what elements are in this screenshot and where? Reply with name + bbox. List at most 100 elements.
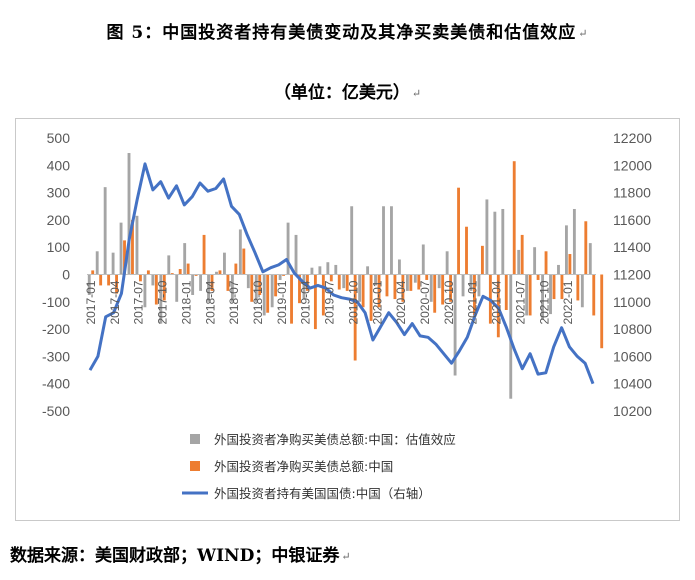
left-axis-tick: -100: [42, 294, 70, 310]
valuation-effect-bar: [238, 229, 242, 275]
valuation-effect-bar: [230, 274, 234, 302]
valuation-effect-bar: [127, 153, 131, 275]
valuation-effect-bar: [95, 251, 99, 275]
net-purchase-bar: [99, 274, 103, 286]
valuation-effect-bar: [334, 264, 338, 275]
valuation-effect-bar: [477, 274, 481, 297]
net-purchase-bar: [480, 245, 484, 275]
x-axis-tick: 2017-10: [156, 280, 170, 324]
valuation-effect-bar: [135, 215, 139, 275]
net-purchase-bar: [441, 274, 445, 305]
legend-swatch-net-purchase: [190, 461, 200, 471]
x-axis-tick: 2017-04: [108, 280, 122, 324]
x-axis-tick: 2021-04: [490, 280, 504, 324]
valuation-effect-bar: [397, 259, 401, 275]
valuation-effect-bar: [421, 244, 425, 275]
valuation-effect-bar: [254, 274, 258, 302]
valuation-effect-bar: [525, 274, 529, 316]
valuation-effect-bar: [326, 262, 330, 275]
right-axis-tick: 11800: [613, 185, 651, 201]
net-purchase-bar: [170, 273, 174, 275]
net-purchase-bar: [329, 274, 333, 282]
right-axis-tick: 10200: [613, 403, 652, 419]
right-axis-tick: 11200: [613, 267, 651, 283]
right-axis-tick: 10400: [613, 376, 652, 392]
net-purchase-bar: [146, 270, 150, 275]
net-purchase-bar: [274, 274, 278, 297]
net-purchase-bar: [568, 254, 572, 275]
valuation-effect-bar: [270, 274, 274, 308]
left-axis-tick: -200: [42, 321, 70, 337]
valuation-effect-bar: [437, 274, 441, 289]
x-axis-tick: 2020-04: [394, 280, 408, 324]
net-purchase-bar: [162, 274, 166, 301]
valuation-effect-bar: [565, 225, 568, 275]
net-purchase-bar: [425, 274, 429, 280]
valuation-effect-bar: [493, 211, 497, 275]
net-purchase-bar: [186, 263, 190, 275]
valuation-effect-bar: [358, 274, 362, 302]
valuation-effect-bar: [453, 274, 457, 376]
net-purchase-bar: [433, 274, 437, 313]
net-purchase-bar: [473, 274, 476, 316]
valuation-effect-bar: [223, 252, 226, 275]
right-axis-tick: 12200: [613, 130, 652, 146]
net-purchase-bar: [345, 274, 349, 291]
valuation-effect-bar: [517, 249, 521, 275]
valuation-effect-bar: [143, 274, 147, 308]
legend-swatch-valuation: [190, 434, 200, 444]
valuation-effect-bar: [445, 251, 449, 275]
net-purchase-bar: [91, 270, 95, 275]
net-purchase-bar: [361, 274, 365, 308]
net-purchase-bar: [393, 274, 397, 300]
net-purchase-bar: [258, 274, 262, 295]
net-purchase-bar: [138, 274, 142, 282]
valuation-effect-bar: [461, 274, 465, 297]
net-purchase-bar: [123, 240, 126, 275]
valuation-effect-bar: [342, 274, 346, 289]
valuation-effect-bar: [191, 274, 195, 295]
valuation-effect-bar: [151, 274, 155, 286]
net-purchase-bar: [218, 270, 222, 275]
left-axis-tick: 500: [47, 130, 71, 146]
valuation-effect-bar: [310, 267, 314, 275]
valuation-effect-bar: [318, 266, 322, 275]
valuation-effect-bar: [103, 187, 107, 275]
valuation-effect-bar: [302, 274, 306, 300]
net-purchase-bar: [353, 274, 357, 361]
net-purchase-bar: [377, 274, 381, 308]
net-purchase-bar: [465, 226, 468, 275]
net-purchase-bar: [107, 274, 111, 286]
valuation-effect-bar: [549, 274, 552, 315]
valuation-effect-bar: [262, 274, 266, 316]
net-purchase-bar: [512, 161, 516, 275]
left-axis-tick: 400: [47, 157, 71, 173]
net-purchase-bar: [202, 234, 206, 275]
right-axis-tick: 10600: [613, 348, 652, 364]
valuation-effect-bar: [215, 271, 218, 275]
valuation-effect-bar: [405, 274, 409, 291]
net-purchase-bar: [234, 263, 238, 275]
x-axis-tick: 2021-10: [537, 280, 551, 324]
source-note: 数据来源：美国财政部；WIND；中银证券 ↵: [10, 546, 351, 566]
net-purchase-bar: [154, 274, 158, 305]
valuation-effect-bar: [246, 274, 250, 289]
net-purchase-bar: [544, 251, 548, 275]
net-purchase-bar: [560, 274, 564, 300]
holdings-line: [88, 162, 595, 385]
valuation-effect-bar: [286, 222, 290, 275]
net-purchase-bar: [282, 274, 286, 276]
valuation-effect-bar: [119, 222, 123, 275]
right-axis-tick: 10800: [613, 321, 652, 337]
net-purchase-bar: [178, 269, 182, 275]
left-axis-tick: 300: [47, 185, 71, 201]
valuation-effect-bar: [374, 274, 377, 286]
x-axis-tick: 2018-07: [227, 280, 241, 324]
figure-title: 图 5：中国投资者持有美债变动及其净买卖美债和估值效应 ↵: [106, 23, 589, 43]
net-purchase-bar: [313, 274, 317, 330]
left-axis-tick: -400: [42, 376, 70, 392]
left-axis-tick: 100: [47, 239, 71, 255]
net-purchase-bar: [401, 274, 405, 302]
valuation-effect-bar: [167, 255, 171, 275]
